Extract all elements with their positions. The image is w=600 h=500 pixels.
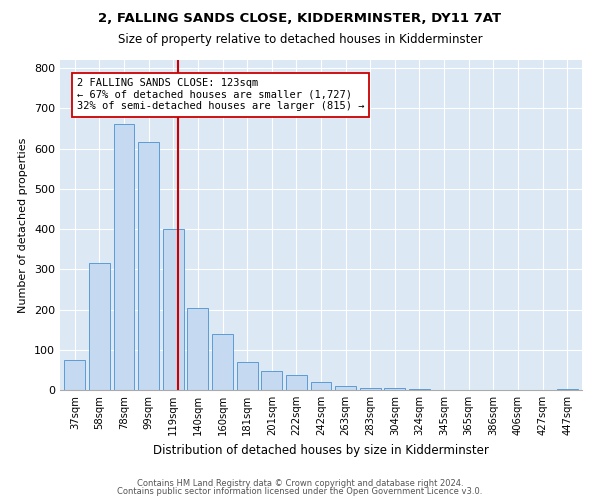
Bar — [385, 388, 406, 390]
Bar — [335, 386, 356, 390]
Bar — [286, 375, 307, 390]
Bar — [360, 388, 381, 390]
Bar — [64, 360, 85, 390]
Y-axis label: Number of detached properties: Number of detached properties — [19, 138, 28, 312]
Bar — [261, 371, 282, 390]
Text: Size of property relative to detached houses in Kidderminster: Size of property relative to detached ho… — [118, 32, 482, 46]
Bar — [311, 382, 331, 390]
Bar — [163, 229, 184, 390]
Bar — [138, 142, 159, 390]
Bar — [187, 308, 208, 390]
X-axis label: Distribution of detached houses by size in Kidderminster: Distribution of detached houses by size … — [153, 444, 489, 456]
Text: Contains public sector information licensed under the Open Government Licence v3: Contains public sector information licen… — [118, 487, 482, 496]
Text: Contains HM Land Registry data © Crown copyright and database right 2024.: Contains HM Land Registry data © Crown c… — [137, 478, 463, 488]
Bar — [557, 389, 578, 390]
Bar — [89, 263, 110, 390]
Text: 2, FALLING SANDS CLOSE, KIDDERMINSTER, DY11 7AT: 2, FALLING SANDS CLOSE, KIDDERMINSTER, D… — [98, 12, 502, 26]
Text: 2 FALLING SANDS CLOSE: 123sqm
← 67% of detached houses are smaller (1,727)
32% o: 2 FALLING SANDS CLOSE: 123sqm ← 67% of d… — [77, 78, 364, 112]
Bar — [409, 389, 430, 390]
Bar — [212, 334, 233, 390]
Bar — [113, 124, 134, 390]
Bar — [236, 362, 257, 390]
